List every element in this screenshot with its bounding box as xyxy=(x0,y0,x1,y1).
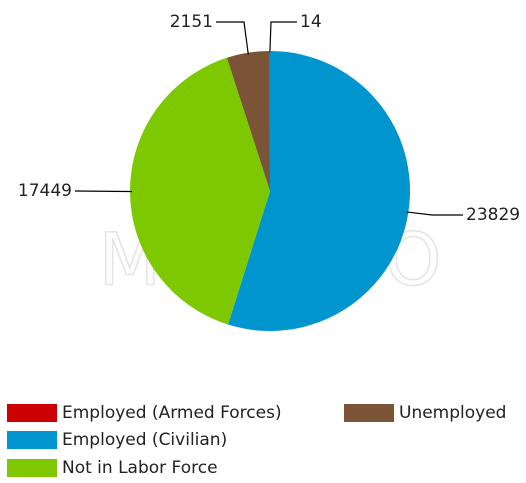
leader-line xyxy=(406,211,463,216)
data-label: 23829 xyxy=(466,205,520,225)
legend-label: Employed (Civilian) xyxy=(62,430,227,450)
legend-swatch xyxy=(344,404,394,422)
data-label: 17449 xyxy=(18,181,72,201)
leader-line xyxy=(216,21,249,55)
data-label: 14 xyxy=(300,12,322,32)
legend-swatch xyxy=(7,431,57,449)
legend-label: Employed (Armed Forces) xyxy=(62,403,282,423)
legend-swatch xyxy=(7,459,57,477)
pie-slice xyxy=(227,51,410,331)
legend-swatch xyxy=(7,404,57,422)
pie-slice xyxy=(226,51,270,191)
pie-slice xyxy=(130,57,270,325)
leader-line xyxy=(75,190,133,193)
legend-label: Not in Labor Force xyxy=(62,458,218,478)
data-label: 2151 xyxy=(170,12,213,32)
legend-label: Unemployed xyxy=(399,403,506,423)
leader-line xyxy=(269,21,297,54)
